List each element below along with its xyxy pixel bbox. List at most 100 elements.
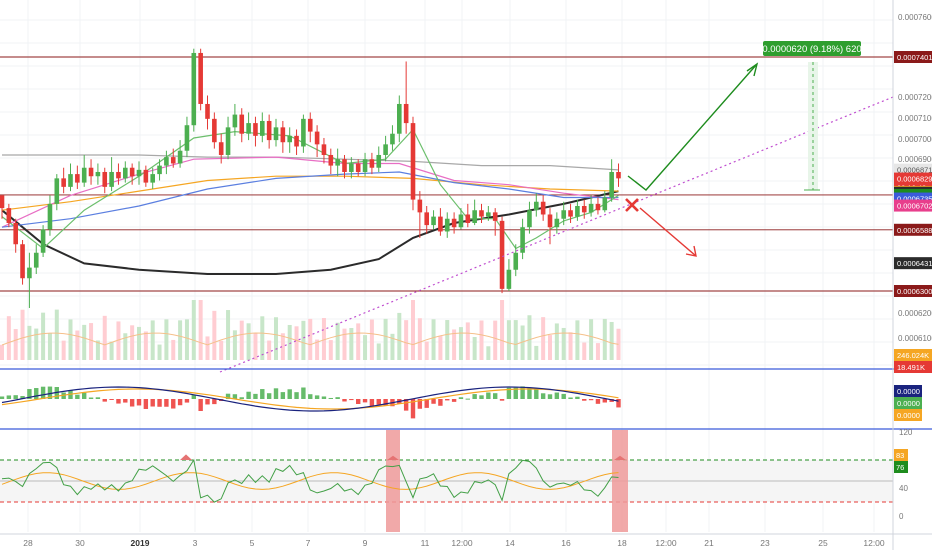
volume-bar [27,325,32,360]
time-axis[interactable]: 28 30 2019 3 5 7 9 11 12:00 14 16 18 12:00 21 23 25 12:0… [23,538,885,548]
volume-bar [54,309,59,360]
volume-bar [219,340,224,360]
macd-histogram-bar [376,399,381,405]
candle-body [20,244,25,279]
volume-bar [609,321,614,360]
candle-body [294,135,299,147]
volume-bar [506,320,511,360]
volume-label: 18.491K [897,363,925,372]
macd-histogram-bar [321,396,327,399]
candle-body [424,212,429,226]
volume-bar [582,342,587,360]
macd-histogram-bar [602,399,607,403]
macd-histogram-bar [177,399,183,406]
candle-body [390,133,395,145]
candle-body [609,171,614,198]
time-tick-label: 16 [561,538,571,548]
volume-bar [232,330,237,360]
candle-body [431,216,436,226]
macd-histogram-bar [150,399,155,407]
volume-bar [253,333,258,360]
trend-line[interactable] [219,96,894,373]
candle-body [492,212,498,221]
volume-bar [41,312,46,360]
candle-body [95,171,101,177]
candle-body [212,118,217,143]
volume-label: 246.024K [897,351,929,360]
volume-bar [541,317,546,360]
projection-arrows[interactable] [625,62,759,257]
candle-body [205,103,210,119]
rsi-highlight-zone [612,430,628,532]
macd-histogram-bar [588,399,594,401]
volume-bar [500,300,505,360]
macd-histogram-bar [314,395,320,399]
candle-body [13,222,18,245]
macd-histogram-bar [328,397,333,399]
macd-histogram-bar [356,399,361,404]
macd-histogram-bar [342,399,347,402]
volume-bar [205,336,210,360]
macd-histogram-bar [458,397,464,399]
rsi-highlight-zone [386,430,400,532]
measure-tool[interactable]: 0.0000620 (9.18%) 620 [762,41,862,191]
macd-histogram-bar [540,393,546,399]
volume-bar [137,326,141,360]
candle-body [307,118,313,132]
volume-bar [109,341,114,360]
macd-histogram-bar [547,394,553,399]
macd-histogram-bar [493,393,498,399]
macd-histogram-bar [40,386,46,399]
volume-bar [383,318,388,360]
volume-bar [13,329,18,360]
price-label-box [894,172,932,185]
volume-bar [472,337,477,360]
candle-body [554,218,560,228]
macd-histogram-bar [582,399,587,401]
price-label-box [894,199,932,212]
horizontal-levels[interactable] [0,56,893,292]
price-label-box [894,285,932,297]
macd-histogram-bar [499,399,505,401]
candle-body [568,210,573,217]
projection-up-line [627,63,758,191]
macd-pane [0,386,621,419]
volume-bar [171,339,176,360]
volume-bar [6,316,11,360]
ma-line [2,154,619,171]
macd-histogram-bar [184,399,190,403]
candle-body [54,178,60,204]
time-tick-label: 9 [363,538,368,548]
candle-body [218,142,224,155]
candle-body [266,120,272,141]
rsi-label-box [894,449,908,461]
price-label: 0.0007401 [897,53,932,62]
candle-body [239,114,245,134]
macd-histogram-bar [575,396,580,399]
macd-histogram-bar [109,399,114,400]
candle-body [376,154,382,168]
macd-histogram-bar [445,399,450,401]
candle-body [403,103,409,124]
candle-body [184,125,190,151]
macd-line [1,386,619,412]
rsi-overbought-marker [614,455,626,460]
volume-bar [595,343,600,360]
candles [0,48,621,309]
macd-histogram-bar [513,387,518,399]
candle-body [157,165,162,175]
macd-histogram-bar [171,399,176,409]
candle-body [129,167,135,177]
macd-histogram-bar [191,394,196,399]
time-tick-label: 18 [617,538,627,548]
volume-bar [61,340,66,360]
macd-histogram-bar [246,391,251,399]
candle-body [47,203,53,230]
